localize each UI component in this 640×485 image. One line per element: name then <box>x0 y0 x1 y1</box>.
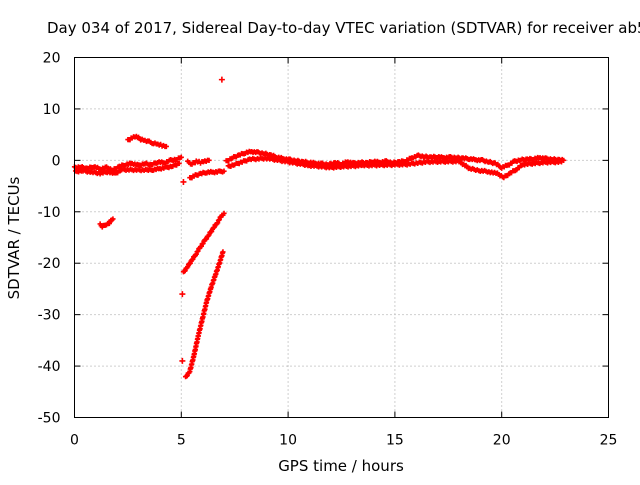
x-tick-label: 10 <box>279 433 297 449</box>
y-tick-label: 0 <box>52 153 61 169</box>
x-axis-label: GPS time / hours <box>278 457 404 475</box>
data-point <box>220 249 226 255</box>
y-tick-label: -30 <box>38 308 61 324</box>
data-point <box>178 154 184 160</box>
y-axis-label: SDTVAR / TECUs <box>5 176 23 299</box>
plot-frame <box>74 57 609 418</box>
data-point <box>221 168 227 174</box>
x-tick-label: 0 <box>70 433 79 449</box>
data-point <box>179 357 186 364</box>
y-tick-label: -40 <box>38 359 61 375</box>
y-tick-label: 10 <box>43 102 61 118</box>
y-tick-label: -10 <box>38 205 61 221</box>
x-tick-label: 5 <box>177 433 186 449</box>
data-point <box>176 160 182 167</box>
y-tick-label: -20 <box>38 256 61 272</box>
data-point <box>221 210 227 216</box>
x-tick-label: 25 <box>600 433 618 449</box>
data-point <box>110 216 116 222</box>
data-point <box>180 178 187 185</box>
data-point <box>163 143 169 150</box>
x-tick-label: 15 <box>386 433 404 449</box>
data-point <box>179 291 186 298</box>
x-tick-label: 20 <box>493 433 511 449</box>
chart-title: Day 034 of 2017, Sidereal Day-to-day VTE… <box>47 19 640 37</box>
data-point <box>206 157 212 163</box>
grid-layer <box>74 57 609 418</box>
data-marks <box>71 76 567 380</box>
y-tick-label: -50 <box>38 411 61 427</box>
data-point <box>218 76 225 83</box>
tick-layer: 0 5 10 15 20 25 -50 -40 -30 -20 -10 0 10 20 <box>38 51 618 449</box>
y-tick-label: 20 <box>43 51 61 67</box>
data-point <box>558 159 565 165</box>
